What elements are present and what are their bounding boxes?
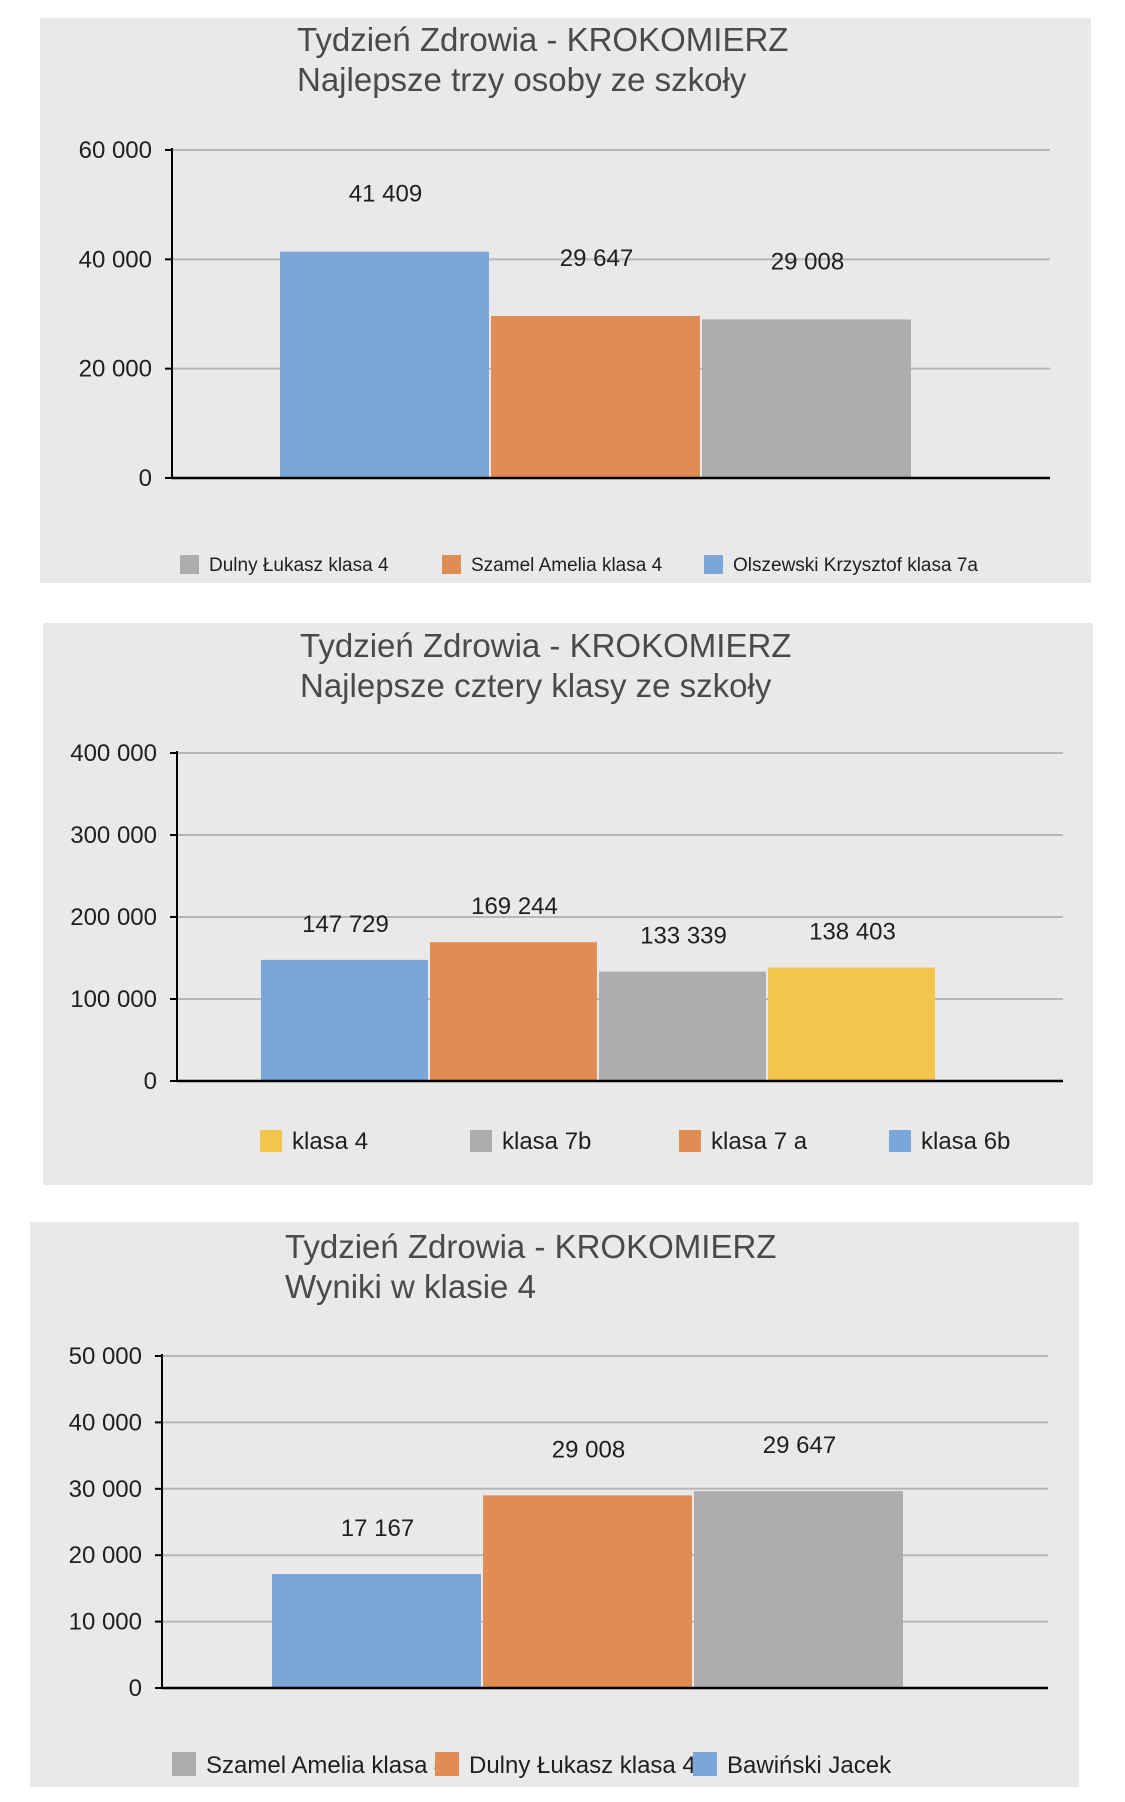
- bar: [483, 1495, 692, 1688]
- y-tick-label: 300 000: [70, 822, 157, 849]
- chart-1-legend: Dulny Łukasz klasa 4 Szamel Amelia klasa …: [180, 555, 978, 576]
- chart-3-subtitle: Wyniki w klasie 4: [285, 1268, 536, 1305]
- legend-swatch: [889, 1130, 911, 1152]
- legend-swatch: [172, 1752, 196, 1776]
- chart-2-svg: Tydzień Zdrowia - KROKOMIERZ Najlepsze c…: [70, 627, 1063, 1155]
- legend-swatch: [679, 1130, 701, 1152]
- legend-label: Szamel Amelia klasa 4: [206, 1752, 447, 1779]
- legend-swatch: [260, 1130, 282, 1152]
- data-label: 17 167: [341, 1515, 414, 1542]
- bar: [280, 251, 489, 478]
- legend-swatch: [442, 555, 461, 574]
- legend-label: klasa 7 a: [711, 1128, 808, 1155]
- chart-3-svg: Tydzień Zdrowia - KROKOMIERZ Wyniki w kl…: [69, 1228, 1048, 1779]
- bar: [272, 1574, 481, 1688]
- chart-3-plot: 0 10 000 20 000 30 000 40 000 50 000 17 167 29 …: [69, 1343, 1048, 1702]
- data-label: 133 339: [640, 923, 727, 950]
- legend-swatch: [704, 555, 723, 574]
- y-tick-label: 200 000: [70, 904, 157, 931]
- data-label: 29 647: [763, 1432, 836, 1459]
- legend-label: Bawiński Jacek: [727, 1752, 892, 1779]
- bar: [768, 967, 935, 1081]
- chart-1-subtitle: Najlepsze trzy osoby ze szkoły: [297, 61, 747, 98]
- data-label: 147 729: [302, 911, 389, 938]
- legend-label: Olszewski Krzysztof klasa 7a: [733, 555, 978, 576]
- legend-swatch: [470, 1130, 492, 1152]
- y-tick-label: 400 000: [70, 740, 157, 767]
- y-tick-label: 20 000: [79, 356, 152, 383]
- chart-2-plot: 0 100 000 200 000 300 000 400 000 147 729 169 …: [70, 740, 1063, 1095]
- chart-3-title: Tydzień Zdrowia - KROKOMIERZ: [285, 1228, 776, 1265]
- chart-2-title: Tydzień Zdrowia - KROKOMIERZ: [300, 627, 791, 664]
- legend-swatch: [693, 1752, 717, 1776]
- y-tick-label: 0: [144, 1068, 157, 1095]
- chart-2-legend: klasa 4 klasa 7b klasa 7 a klasa 6b: [260, 1128, 1010, 1155]
- bar: [491, 315, 700, 478]
- legend-label: Szamel Amelia klasa 4: [471, 555, 663, 576]
- y-tick-label: 0: [129, 1675, 142, 1702]
- y-tick-label: 40 000: [69, 1409, 142, 1436]
- data-label: 138 403: [809, 919, 896, 946]
- chart-panel-top-four-classes: Tydzień Zdrowia - KROKOMIERZ Najlepsze c…: [43, 623, 1093, 1185]
- y-tick-label: 0: [139, 465, 152, 492]
- y-tick-label: 60 000: [79, 137, 152, 164]
- y-tick-label: 100 000: [70, 986, 157, 1013]
- chart-1-plot: 0 20 000 40 000 60 000 41 409 29 647 29 008: [79, 137, 1050, 492]
- legend-label: klasa 7b: [502, 1128, 591, 1155]
- chart-3-legend: Szamel Amelia klasa 4 Dulny Łukasz klasa …: [172, 1752, 892, 1779]
- legend-swatch: [435, 1752, 459, 1776]
- legend-label: Dulny Łukasz klasa 4: [469, 1752, 696, 1779]
- bar: [599, 971, 766, 1081]
- chart-panel-top-three-people: Tydzień Zdrowia - KROKOMIERZ Najlepsze t…: [40, 18, 1091, 583]
- data-label: 41 409: [349, 181, 422, 208]
- legend-swatch: [180, 555, 199, 574]
- legend-label: Dulny Łukasz klasa 4: [209, 555, 389, 576]
- y-tick-label: 20 000: [69, 1542, 142, 1569]
- chart-1-title: Tydzień Zdrowia - KROKOMIERZ: [297, 21, 788, 58]
- y-tick-label: 30 000: [69, 1476, 142, 1503]
- y-tick-label: 40 000: [79, 246, 152, 273]
- bar: [430, 942, 597, 1081]
- bar: [261, 959, 428, 1081]
- data-label: 29 008: [552, 1436, 625, 1463]
- chart-1-svg: Tydzień Zdrowia - KROKOMIERZ Najlepsze t…: [79, 21, 1050, 576]
- data-label: 169 244: [471, 893, 558, 920]
- data-label: 29 647: [560, 245, 633, 272]
- chart-2-subtitle: Najlepsze cztery klasy ze szkoły: [300, 667, 772, 704]
- legend-label: klasa 4: [292, 1128, 368, 1155]
- legend-label: klasa 6b: [921, 1128, 1010, 1155]
- chart-panel-class-4-results: Tydzień Zdrowia - KROKOMIERZ Wyniki w kl…: [30, 1222, 1079, 1787]
- bar: [702, 319, 911, 478]
- y-tick-label: 10 000: [69, 1609, 142, 1636]
- data-label: 29 008: [771, 248, 844, 275]
- y-tick-label: 50 000: [69, 1343, 142, 1370]
- bar: [694, 1491, 903, 1688]
